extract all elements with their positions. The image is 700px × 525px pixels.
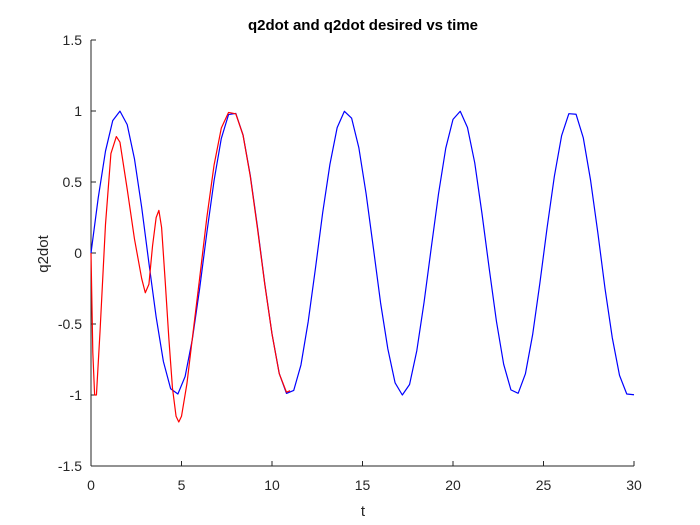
x-axis-label: t: [361, 503, 366, 520]
y-tick-label: 0: [74, 245, 82, 261]
x-tick-label: 10: [264, 477, 280, 493]
y-axis-label: q2dot: [35, 234, 52, 272]
x-tick-label: 25: [536, 477, 552, 493]
x-tick-label: 0: [87, 477, 95, 493]
chart-title: q2dot and q2dot desired vs time: [248, 17, 478, 34]
x-tick-label: 15: [355, 477, 371, 493]
y-tick-label: -0.5: [58, 316, 82, 332]
axes: 0 5 10 15 20 25 30 -1.5 -1 -0.5 0 0.5 1 1.5: [58, 32, 642, 493]
y-tick-label: -1.5: [58, 458, 82, 474]
y-tick-label: -1: [70, 387, 83, 403]
series-line-2: [90, 111, 291, 423]
plot-lines: [90, 110, 635, 423]
x-tick-label: 30: [626, 477, 642, 493]
series-line-1: [90, 110, 635, 396]
y-tick-label: 1: [74, 103, 82, 119]
y-tick-label: 0.5: [63, 174, 83, 190]
x-tick-label: 20: [445, 477, 461, 493]
x-tick-label: 5: [178, 477, 186, 493]
y-tick-label: 1.5: [63, 32, 83, 48]
